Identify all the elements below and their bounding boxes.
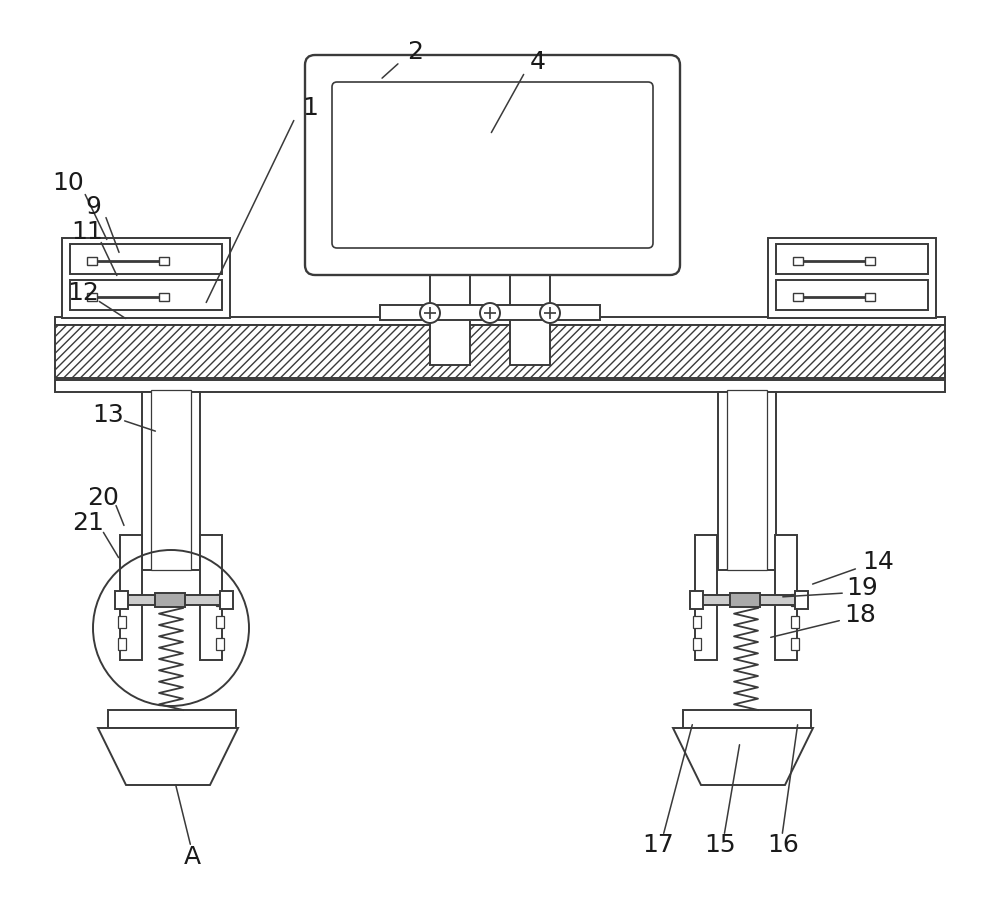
Bar <box>70 244 222 274</box>
Bar <box>791 616 799 628</box>
Bar <box>718 392 776 570</box>
Bar <box>118 616 126 628</box>
Bar <box>159 293 169 301</box>
Text: 13: 13 <box>92 403 124 427</box>
Text: 12: 12 <box>67 281 99 305</box>
Bar <box>115 591 128 609</box>
Bar <box>118 594 126 606</box>
Bar <box>695 535 717 660</box>
Circle shape <box>420 303 440 323</box>
Bar <box>510 265 550 365</box>
Polygon shape <box>673 728 813 785</box>
Bar <box>87 257 97 265</box>
Bar <box>122 595 220 605</box>
Text: 4: 4 <box>530 50 546 74</box>
Text: 16: 16 <box>767 833 799 857</box>
Text: 2: 2 <box>407 40 423 64</box>
Text: 17: 17 <box>642 833 674 857</box>
Bar <box>693 638 701 650</box>
Bar <box>795 591 808 609</box>
Text: 21: 21 <box>72 511 104 535</box>
Bar <box>62 238 230 318</box>
Bar <box>142 392 200 570</box>
Bar <box>55 317 945 325</box>
Bar <box>200 535 222 660</box>
Bar <box>791 594 799 606</box>
Bar <box>380 305 600 320</box>
Bar <box>151 390 191 570</box>
Text: 19: 19 <box>846 576 878 600</box>
Bar <box>768 238 936 318</box>
Text: 15: 15 <box>704 833 736 857</box>
Bar <box>216 616 224 628</box>
Bar <box>120 535 142 660</box>
Bar <box>693 616 701 628</box>
Bar <box>791 638 799 650</box>
Bar <box>216 638 224 650</box>
Bar <box>865 257 875 265</box>
FancyBboxPatch shape <box>332 82 653 248</box>
Bar <box>70 280 222 310</box>
Bar <box>220 591 233 609</box>
Bar <box>108 710 236 728</box>
Circle shape <box>480 303 500 323</box>
Bar <box>430 265 470 365</box>
Text: 10: 10 <box>52 171 84 195</box>
Text: 1: 1 <box>302 96 318 120</box>
Bar <box>118 638 126 650</box>
Bar <box>690 591 703 609</box>
Bar <box>216 594 224 606</box>
Bar <box>775 535 797 660</box>
Text: A: A <box>183 845 201 869</box>
Bar <box>693 594 701 606</box>
Bar <box>776 280 928 310</box>
Bar <box>776 244 928 274</box>
Bar <box>55 380 945 392</box>
FancyBboxPatch shape <box>305 55 680 275</box>
Bar <box>55 325 945 378</box>
Bar <box>683 710 811 728</box>
Bar <box>793 293 803 301</box>
Bar <box>159 257 169 265</box>
Text: 14: 14 <box>862 550 894 574</box>
Bar <box>727 390 767 570</box>
Bar <box>155 593 185 607</box>
Text: 18: 18 <box>844 603 876 627</box>
Bar <box>793 257 803 265</box>
Polygon shape <box>98 728 238 785</box>
Text: 11: 11 <box>71 220 103 244</box>
Text: 9: 9 <box>85 195 101 219</box>
Bar <box>865 293 875 301</box>
Bar <box>87 293 97 301</box>
Bar <box>697 595 795 605</box>
Bar <box>730 593 760 607</box>
Circle shape <box>540 303 560 323</box>
Text: 20: 20 <box>87 486 119 510</box>
